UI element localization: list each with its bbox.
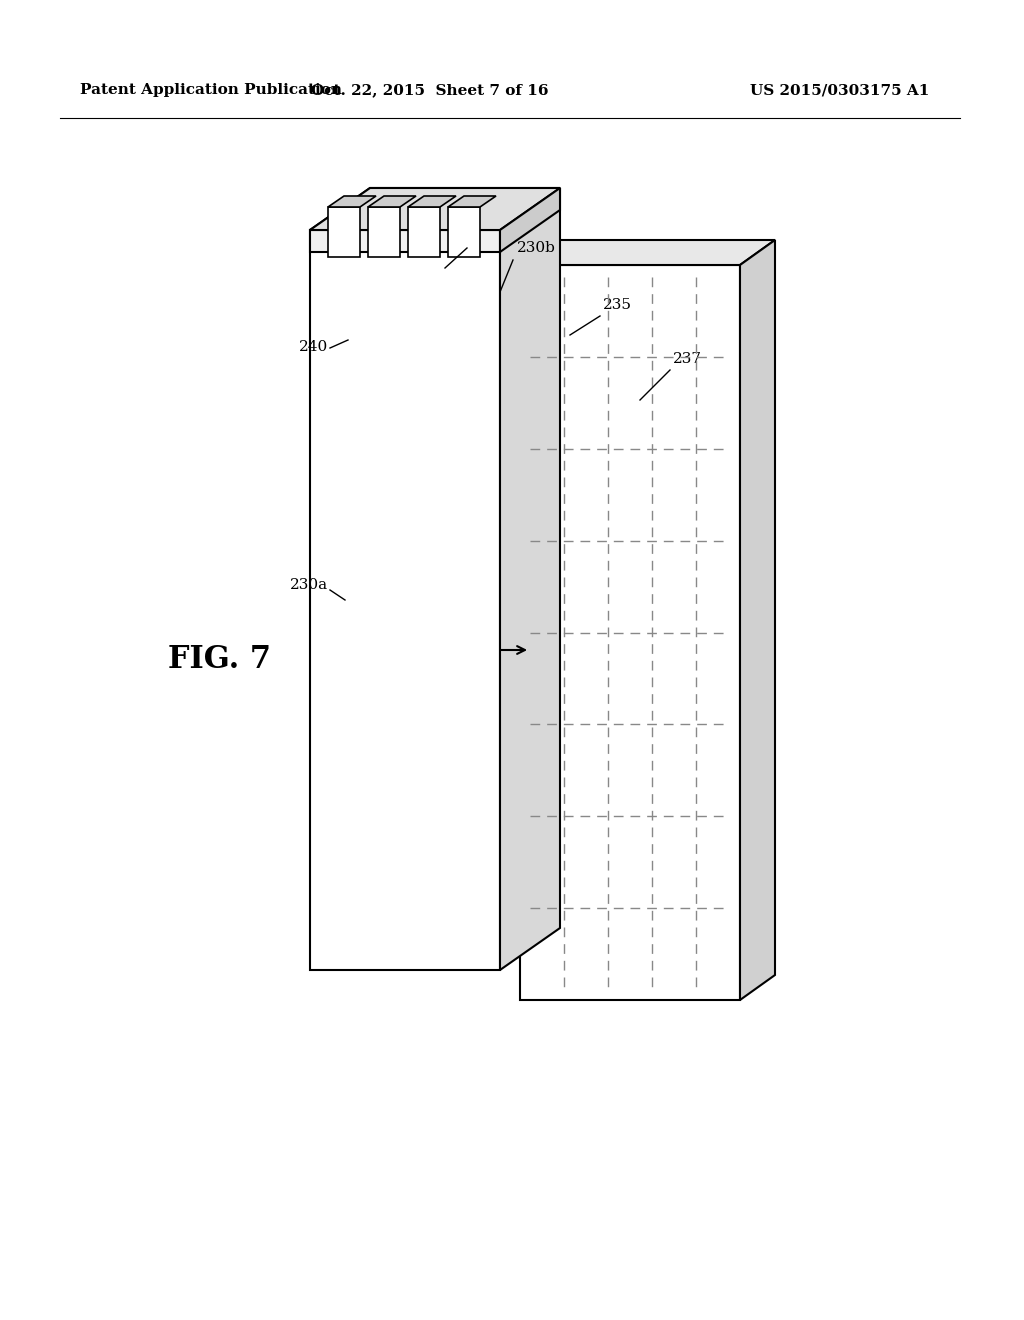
Polygon shape (310, 230, 500, 970)
Polygon shape (368, 195, 416, 207)
Polygon shape (520, 265, 740, 1001)
Polygon shape (310, 230, 500, 252)
Text: 240: 240 (299, 341, 328, 354)
Polygon shape (500, 187, 560, 970)
Polygon shape (328, 195, 376, 207)
Text: Oct. 22, 2015  Sheet 7 of 16: Oct. 22, 2015 Sheet 7 of 16 (311, 83, 549, 96)
Text: 235: 235 (603, 298, 632, 312)
Polygon shape (310, 187, 560, 230)
Polygon shape (520, 240, 775, 265)
Text: Patent Application Publication: Patent Application Publication (80, 83, 342, 96)
Text: 237: 237 (673, 352, 702, 366)
Polygon shape (449, 195, 496, 207)
Polygon shape (449, 207, 480, 257)
Text: 230a: 230a (290, 578, 328, 591)
Polygon shape (368, 207, 400, 257)
Polygon shape (408, 195, 456, 207)
Text: 230: 230 (456, 230, 484, 244)
Text: US 2015/0303175 A1: US 2015/0303175 A1 (750, 83, 930, 96)
Polygon shape (408, 207, 440, 257)
Polygon shape (310, 187, 560, 230)
Polygon shape (740, 240, 775, 1001)
Polygon shape (500, 187, 560, 252)
Text: FIG. 7: FIG. 7 (168, 644, 271, 676)
Text: 230b: 230b (517, 242, 556, 255)
Polygon shape (328, 207, 360, 257)
